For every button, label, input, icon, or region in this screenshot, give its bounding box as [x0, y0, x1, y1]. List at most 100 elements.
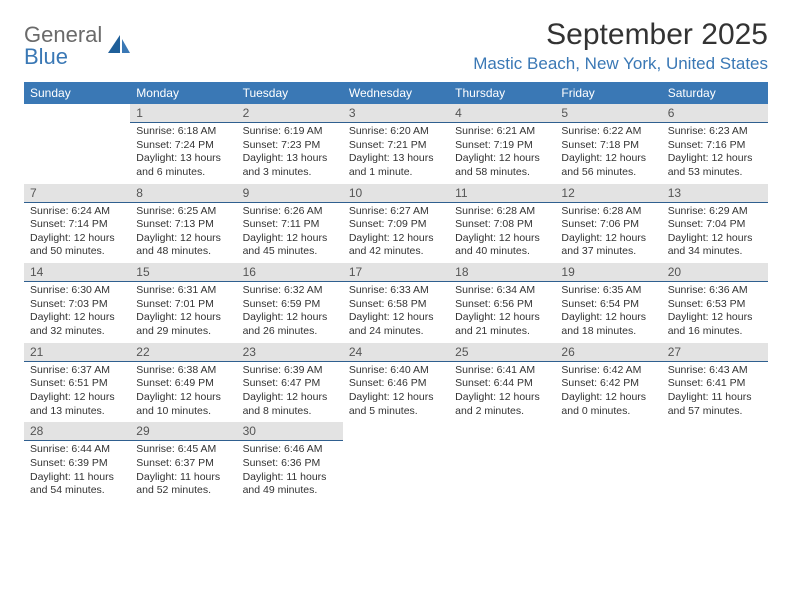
sunset-text: Sunset: 6:58 PM: [349, 298, 443, 312]
sunset-text: Sunset: 7:09 PM: [349, 218, 443, 232]
calendar-cell: 12Sunrise: 6:28 AMSunset: 7:06 PMDayligh…: [555, 184, 661, 264]
day-number: 22: [130, 343, 236, 362]
sunrise-text: Sunrise: 6:22 AM: [561, 125, 655, 139]
daylight-text: Daylight: 11 hours and 57 minutes.: [668, 391, 762, 418]
day-number: 5: [555, 104, 661, 123]
sunrise-text: Sunrise: 6:20 AM: [349, 125, 443, 139]
day-details: Sunrise: 6:40 AMSunset: 6:46 PMDaylight:…: [343, 362, 449, 423]
daylight-text: Daylight: 12 hours and 26 minutes.: [243, 311, 337, 338]
sunrise-text: Sunrise: 6:23 AM: [668, 125, 762, 139]
day-details: Sunrise: 6:20 AMSunset: 7:21 PMDaylight:…: [343, 123, 449, 184]
day-number: 6: [662, 104, 768, 123]
dayname-thu: Thursday: [449, 82, 555, 104]
dayname-sat: Saturday: [662, 82, 768, 104]
day-number: 27: [662, 343, 768, 362]
header-row: General Blue September 2025 Mastic Beach…: [24, 18, 768, 74]
calendar-cell-empty: [449, 422, 555, 502]
calendar-cell: 9Sunrise: 6:26 AMSunset: 7:11 PMDaylight…: [237, 184, 343, 264]
sunset-text: Sunset: 7:19 PM: [455, 139, 549, 153]
calendar-cell: 29Sunrise: 6:45 AMSunset: 6:37 PMDayligh…: [130, 422, 236, 502]
daylight-text: Daylight: 11 hours and 49 minutes.: [243, 471, 337, 498]
calendar-cell: 15Sunrise: 6:31 AMSunset: 7:01 PMDayligh…: [130, 263, 236, 343]
calendar-week: 1Sunrise: 6:18 AMSunset: 7:24 PMDaylight…: [24, 104, 768, 184]
day-details: Sunrise: 6:34 AMSunset: 6:56 PMDaylight:…: [449, 282, 555, 343]
daylight-text: Daylight: 12 hours and 21 minutes.: [455, 311, 549, 338]
sunrise-text: Sunrise: 6:34 AM: [455, 284, 549, 298]
sunrise-text: Sunrise: 6:30 AM: [30, 284, 124, 298]
calendar-cell: 30Sunrise: 6:46 AMSunset: 6:36 PMDayligh…: [237, 422, 343, 502]
calendar-cell: 3Sunrise: 6:20 AMSunset: 7:21 PMDaylight…: [343, 104, 449, 184]
day-details: Sunrise: 6:24 AMSunset: 7:14 PMDaylight:…: [24, 203, 130, 264]
dayname-fri: Friday: [555, 82, 661, 104]
calendar-week: 21Sunrise: 6:37 AMSunset: 6:51 PMDayligh…: [24, 343, 768, 423]
sunrise-text: Sunrise: 6:32 AM: [243, 284, 337, 298]
sunrise-text: Sunrise: 6:46 AM: [243, 443, 337, 457]
day-details: Sunrise: 6:46 AMSunset: 6:36 PMDaylight:…: [237, 441, 343, 502]
day-number: 18: [449, 263, 555, 282]
calendar-cell: 14Sunrise: 6:30 AMSunset: 7:03 PMDayligh…: [24, 263, 130, 343]
day-details: Sunrise: 6:39 AMSunset: 6:47 PMDaylight:…: [237, 362, 343, 423]
day-number: 2: [237, 104, 343, 123]
calendar-cell: 23Sunrise: 6:39 AMSunset: 6:47 PMDayligh…: [237, 343, 343, 423]
sunrise-text: Sunrise: 6:28 AM: [561, 205, 655, 219]
calendar-cell: 4Sunrise: 6:21 AMSunset: 7:19 PMDaylight…: [449, 104, 555, 184]
dayname-row: Sunday Monday Tuesday Wednesday Thursday…: [24, 82, 768, 104]
sunset-text: Sunset: 6:53 PM: [668, 298, 762, 312]
day-details: Sunrise: 6:18 AMSunset: 7:24 PMDaylight:…: [130, 123, 236, 184]
dayname-sun: Sunday: [24, 82, 130, 104]
sunset-text: Sunset: 7:23 PM: [243, 139, 337, 153]
calendar-week: 14Sunrise: 6:30 AMSunset: 7:03 PMDayligh…: [24, 263, 768, 343]
day-number: 23: [237, 343, 343, 362]
calendar: Sunday Monday Tuesday Wednesday Thursday…: [24, 82, 768, 502]
day-details: Sunrise: 6:43 AMSunset: 6:41 PMDaylight:…: [662, 362, 768, 423]
calendar-cell: 19Sunrise: 6:35 AMSunset: 6:54 PMDayligh…: [555, 263, 661, 343]
sunset-text: Sunset: 7:14 PM: [30, 218, 124, 232]
sunrise-text: Sunrise: 6:40 AM: [349, 364, 443, 378]
sunrise-text: Sunrise: 6:25 AM: [136, 205, 230, 219]
calendar-cell: 6Sunrise: 6:23 AMSunset: 7:16 PMDaylight…: [662, 104, 768, 184]
day-number: 16: [237, 263, 343, 282]
title-block: September 2025 Mastic Beach, New York, U…: [473, 18, 768, 74]
day-details: Sunrise: 6:36 AMSunset: 6:53 PMDaylight:…: [662, 282, 768, 343]
calendar-cell: 25Sunrise: 6:41 AMSunset: 6:44 PMDayligh…: [449, 343, 555, 423]
day-details: Sunrise: 6:38 AMSunset: 6:49 PMDaylight:…: [130, 362, 236, 423]
calendar-cell: 24Sunrise: 6:40 AMSunset: 6:46 PMDayligh…: [343, 343, 449, 423]
day-details: Sunrise: 6:35 AMSunset: 6:54 PMDaylight:…: [555, 282, 661, 343]
daylight-text: Daylight: 12 hours and 50 minutes.: [30, 232, 124, 259]
sunrise-text: Sunrise: 6:36 AM: [668, 284, 762, 298]
day-number: 12: [555, 184, 661, 203]
day-number: 24: [343, 343, 449, 362]
day-number: 3: [343, 104, 449, 123]
daylight-text: Daylight: 11 hours and 54 minutes.: [30, 471, 124, 498]
day-number: 28: [24, 422, 130, 441]
day-number: 9: [237, 184, 343, 203]
day-details: Sunrise: 6:31 AMSunset: 7:01 PMDaylight:…: [130, 282, 236, 343]
day-number: 29: [130, 422, 236, 441]
calendar-cell: 8Sunrise: 6:25 AMSunset: 7:13 PMDaylight…: [130, 184, 236, 264]
day-details: Sunrise: 6:32 AMSunset: 6:59 PMDaylight:…: [237, 282, 343, 343]
daylight-text: Daylight: 12 hours and 2 minutes.: [455, 391, 549, 418]
sunset-text: Sunset: 6:42 PM: [561, 377, 655, 391]
sunrise-text: Sunrise: 6:18 AM: [136, 125, 230, 139]
daylight-text: Daylight: 12 hours and 34 minutes.: [668, 232, 762, 259]
sunrise-text: Sunrise: 6:43 AM: [668, 364, 762, 378]
daylight-text: Daylight: 12 hours and 16 minutes.: [668, 311, 762, 338]
sunrise-text: Sunrise: 6:21 AM: [455, 125, 549, 139]
sunset-text: Sunset: 6:59 PM: [243, 298, 337, 312]
logo-text-general: General: [24, 24, 102, 46]
day-number: 30: [237, 422, 343, 441]
calendar-cell: 10Sunrise: 6:27 AMSunset: 7:09 PMDayligh…: [343, 184, 449, 264]
daylight-text: Daylight: 11 hours and 52 minutes.: [136, 471, 230, 498]
calendar-cell: 21Sunrise: 6:37 AMSunset: 6:51 PMDayligh…: [24, 343, 130, 423]
day-details: Sunrise: 6:45 AMSunset: 6:37 PMDaylight:…: [130, 441, 236, 502]
sunrise-text: Sunrise: 6:42 AM: [561, 364, 655, 378]
sunset-text: Sunset: 6:56 PM: [455, 298, 549, 312]
day-details: Sunrise: 6:29 AMSunset: 7:04 PMDaylight:…: [662, 203, 768, 264]
calendar-cell: 20Sunrise: 6:36 AMSunset: 6:53 PMDayligh…: [662, 263, 768, 343]
day-details: Sunrise: 6:27 AMSunset: 7:09 PMDaylight:…: [343, 203, 449, 264]
day-details: Sunrise: 6:26 AMSunset: 7:11 PMDaylight:…: [237, 203, 343, 264]
month-title: September 2025: [473, 18, 768, 52]
sunset-text: Sunset: 7:11 PM: [243, 218, 337, 232]
calendar-week: 7Sunrise: 6:24 AMSunset: 7:14 PMDaylight…: [24, 184, 768, 264]
day-number: 7: [24, 184, 130, 203]
